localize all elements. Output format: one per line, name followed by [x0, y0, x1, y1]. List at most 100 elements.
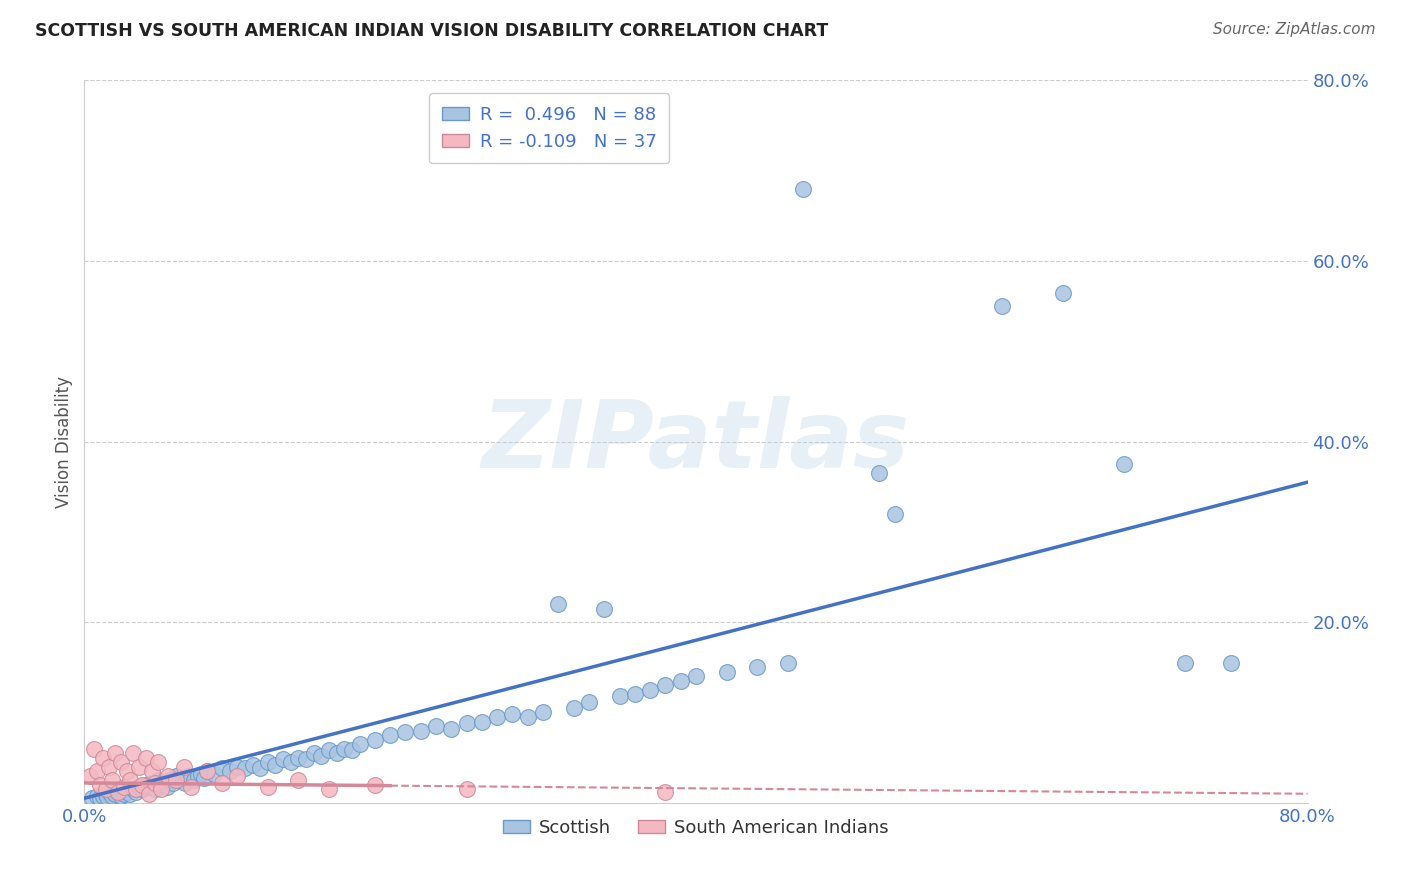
- Point: [226, 769, 249, 783]
- Point: [131, 782, 153, 797]
- Point: [578, 695, 600, 709]
- Point: [638, 682, 661, 697]
- Point: [153, 776, 176, 790]
- Point: [97, 760, 120, 774]
- Point: [456, 716, 478, 731]
- Point: [747, 660, 769, 674]
- Point: [325, 746, 347, 760]
- Point: [249, 762, 271, 776]
- Y-axis label: Vision Disability: Vision Disability: [55, 376, 73, 508]
- Point: [440, 722, 463, 736]
- Point: [104, 787, 127, 801]
- Point: [97, 785, 120, 799]
- Text: Source: ZipAtlas.com: Source: ZipAtlas.com: [1212, 22, 1375, 37]
- Point: [120, 787, 142, 801]
- Point: [264, 757, 287, 772]
- Point: [177, 769, 200, 783]
- Point: [654, 785, 676, 799]
- Point: [562, 701, 585, 715]
- Point: [409, 723, 432, 738]
- Point: [128, 780, 150, 794]
- Point: [135, 750, 157, 764]
- Point: [101, 773, 124, 788]
- Point: [1174, 656, 1197, 670]
- Point: [173, 760, 195, 774]
- Point: [883, 507, 905, 521]
- Point: [107, 785, 129, 799]
- Point: [502, 707, 524, 722]
- Point: [302, 746, 325, 760]
- Point: [486, 710, 509, 724]
- Point: [165, 769, 187, 783]
- Point: [295, 752, 318, 766]
- Point: [280, 755, 302, 769]
- Point: [128, 760, 150, 774]
- Point: [792, 182, 814, 196]
- Point: [226, 760, 249, 774]
- Point: [318, 782, 340, 797]
- Point: [531, 706, 554, 720]
- Point: [425, 719, 447, 733]
- Point: [91, 750, 114, 764]
- Point: [104, 746, 127, 760]
- Point: [86, 764, 108, 779]
- Point: [183, 773, 205, 788]
- Point: [115, 764, 138, 779]
- Point: [157, 769, 180, 783]
- Point: [112, 787, 135, 801]
- Point: [125, 785, 148, 799]
- Point: [271, 752, 294, 766]
- Legend: Scottish, South American Indians: Scottish, South American Indians: [496, 812, 896, 845]
- Point: [1220, 656, 1243, 670]
- Point: [716, 665, 738, 679]
- Point: [333, 741, 356, 756]
- Point: [80, 791, 103, 805]
- Point: [669, 673, 692, 688]
- Point: [122, 746, 145, 760]
- Point: [143, 782, 166, 797]
- Point: [190, 767, 212, 781]
- Point: [135, 778, 157, 792]
- Point: [91, 789, 114, 803]
- Point: [202, 767, 225, 781]
- Point: [149, 782, 172, 797]
- Point: [115, 785, 138, 799]
- Point: [364, 732, 387, 747]
- Point: [143, 776, 166, 790]
- Point: [141, 776, 163, 790]
- Point: [211, 762, 233, 776]
- Point: [685, 669, 707, 683]
- Point: [471, 714, 494, 729]
- Point: [242, 757, 264, 772]
- Point: [120, 773, 142, 788]
- Point: [131, 778, 153, 792]
- Point: [89, 778, 111, 792]
- Point: [86, 789, 108, 803]
- Point: [869, 466, 891, 480]
- Point: [180, 771, 202, 785]
- Point: [94, 782, 117, 797]
- Point: [340, 743, 363, 757]
- Point: [318, 743, 340, 757]
- Point: [94, 787, 117, 801]
- Point: [172, 771, 194, 785]
- Point: [110, 789, 132, 803]
- Point: [456, 782, 478, 797]
- Point: [138, 787, 160, 801]
- Point: [654, 678, 676, 692]
- Point: [624, 687, 647, 701]
- Point: [195, 764, 218, 779]
- Point: [364, 778, 387, 792]
- Point: [593, 601, 616, 615]
- Point: [138, 780, 160, 794]
- Point: [287, 750, 309, 764]
- Point: [83, 741, 105, 756]
- Point: [1114, 457, 1136, 471]
- Point: [218, 764, 240, 779]
- Point: [112, 780, 135, 794]
- Point: [165, 773, 187, 788]
- Point: [233, 762, 256, 776]
- Point: [609, 690, 631, 704]
- Point: [311, 748, 333, 763]
- Point: [257, 780, 280, 794]
